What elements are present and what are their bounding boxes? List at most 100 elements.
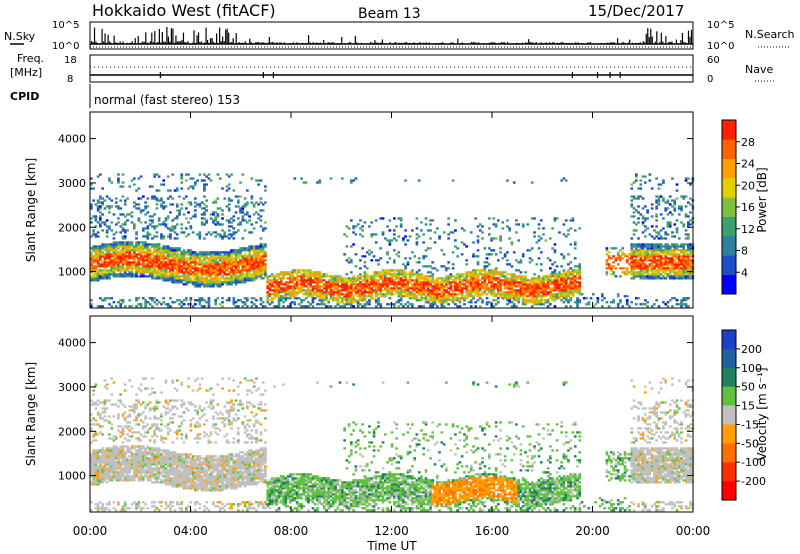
heat-cell	[635, 243, 638, 246]
heat-cell	[408, 271, 412, 274]
heat-cell	[214, 253, 218, 256]
heat-cell	[151, 197, 154, 200]
heat-cell	[368, 291, 371, 294]
heat-cell	[562, 279, 566, 282]
heat-cell	[551, 273, 554, 276]
heat-cell	[501, 281, 505, 284]
heat-cell	[429, 285, 432, 288]
heat-cell	[494, 285, 498, 288]
heat-cell	[96, 261, 100, 264]
heat-cell	[157, 253, 161, 256]
heat-cell	[363, 255, 367, 258]
heat-cell	[144, 243, 147, 246]
heat-cell	[239, 211, 242, 214]
heat-cell	[488, 275, 491, 278]
heat-cell	[164, 251, 168, 254]
heat-cell	[503, 285, 507, 288]
heat-cell	[130, 273, 134, 276]
heat-cell	[218, 277, 222, 280]
heat-cell	[239, 251, 242, 254]
heat-cell	[101, 271, 104, 274]
heat-cell	[252, 251, 256, 254]
heat-cell	[560, 293, 563, 296]
heat-cell	[646, 257, 649, 260]
heat-cell	[650, 263, 654, 266]
heat-cell	[203, 251, 206, 254]
heat-cell	[268, 289, 272, 292]
heat-cell	[456, 277, 459, 280]
heat-cell	[218, 279, 222, 282]
heat-cell	[406, 283, 410, 286]
heat-cell	[347, 295, 351, 298]
heat-cell	[411, 293, 414, 296]
heat-cell	[347, 287, 351, 290]
heat-cell	[637, 195, 640, 198]
heat-cell	[639, 243, 643, 246]
heat-cell	[632, 197, 636, 200]
heat-cell	[284, 271, 288, 274]
heat-cell	[157, 223, 161, 226]
heat-cell	[648, 179, 652, 182]
heat-cell	[316, 181, 319, 184]
heat-cell	[332, 297, 335, 300]
heat-cell	[92, 277, 95, 280]
heat-cell	[379, 291, 383, 294]
heat-cell	[316, 293, 319, 296]
heat-cell	[212, 251, 215, 254]
heat-cell	[252, 279, 256, 282]
heat-cell	[250, 245, 254, 248]
heat-cell	[105, 231, 109, 234]
heat-cell	[492, 275, 496, 278]
heat-cell	[533, 277, 536, 280]
heat-cell	[476, 263, 480, 266]
heat-cell	[336, 275, 340, 278]
heat-cell	[347, 261, 351, 264]
heat-cell	[354, 253, 358, 256]
heat-cell	[270, 275, 274, 278]
heat-cell	[338, 279, 342, 282]
heat-cell	[338, 305, 342, 308]
heat-cell	[481, 285, 484, 288]
heat-cell	[230, 221, 233, 224]
heat-cell	[506, 283, 509, 286]
heat-cell	[445, 291, 448, 294]
heat-cell	[119, 299, 123, 302]
heat-cell	[560, 291, 563, 294]
heat-cell	[533, 303, 536, 306]
heat-cell	[185, 261, 188, 264]
heat-cell	[221, 301, 224, 304]
heat-cell	[526, 301, 530, 304]
heat-cell	[431, 299, 435, 302]
heat-cell	[180, 271, 184, 274]
heat-cell	[386, 303, 389, 306]
heat-cell	[454, 293, 457, 296]
heat-cell	[94, 233, 98, 236]
heat-cell	[356, 301, 360, 304]
heat-cell	[205, 283, 208, 286]
heat-cell	[148, 185, 152, 188]
heat-cell	[571, 271, 575, 274]
heat-cell	[189, 259, 193, 262]
heat-cell	[275, 285, 279, 288]
heat-cell	[397, 305, 401, 308]
heat-cell	[302, 285, 306, 288]
heat-cell	[105, 273, 109, 276]
heat-cell	[286, 293, 290, 296]
heat-cell	[248, 263, 251, 266]
heat-cell	[386, 261, 389, 264]
heat-cell	[175, 273, 179, 276]
heat-cell	[415, 261, 419, 264]
heat-cell	[530, 305, 534, 308]
heat-cell	[567, 291, 570, 294]
heat-cell	[542, 281, 545, 284]
heat-cell	[648, 253, 652, 256]
heat-cell	[246, 255, 249, 258]
heat-cell	[187, 267, 190, 270]
heat-cell	[630, 261, 634, 264]
heat-cell	[476, 273, 480, 276]
heat-cell	[139, 267, 143, 270]
heat-cell	[221, 275, 224, 278]
heat-cell	[426, 275, 430, 278]
heat-cell	[666, 269, 670, 272]
heat-cell	[408, 297, 412, 300]
